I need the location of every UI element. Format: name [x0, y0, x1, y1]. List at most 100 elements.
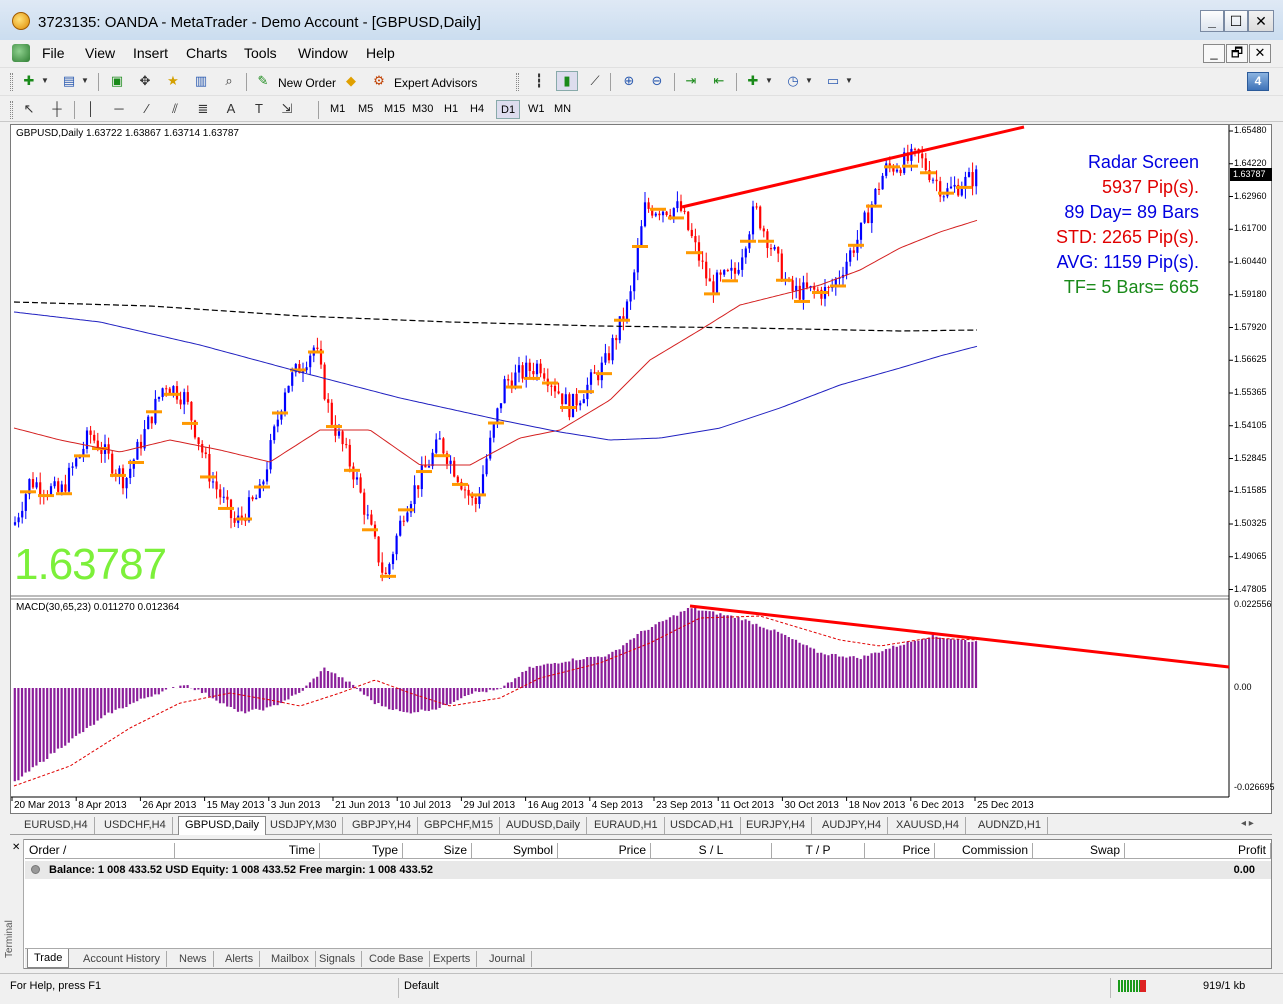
column-header[interactable]: Profit	[1125, 843, 1271, 859]
terminal-tab[interactable]: Journal	[483, 951, 533, 967]
timeframe-m1-button[interactable]: M1	[330, 103, 346, 115]
channel-icon[interactable]: ⫽	[172, 101, 178, 116]
child-restore-button[interactable]: 🗗	[1226, 44, 1248, 63]
chart-tab[interactable]: USDJPY,M30	[264, 817, 344, 834]
timeframe-m15-button[interactable]: M15	[384, 103, 406, 115]
menu-charts[interactable]: Charts	[186, 45, 228, 61]
arrows-icon[interactable]: ⇲	[281, 101, 293, 116]
chart-tab[interactable]: GBPJPY,H4	[346, 817, 419, 834]
timeframe-m30-button[interactable]: M30	[412, 103, 434, 115]
chart-tab[interactable]: AUDUSD,Daily	[500, 817, 587, 834]
column-header[interactable]: T / P	[772, 843, 865, 859]
vertical-line-icon[interactable]: │	[86, 101, 96, 116]
terminal-icon[interactable]: ▥	[194, 73, 208, 88]
terminal-tab[interactable]: Mailbox	[265, 951, 316, 967]
new-order-icon[interactable]: ✎	[257, 73, 269, 88]
dropdown-arrow-icon[interactable]: ▼	[765, 76, 773, 85]
horizontal-line-icon[interactable]: ─	[114, 101, 124, 116]
chart-tab[interactable]: USDCAD,H1	[664, 817, 741, 834]
menu-file[interactable]: File	[42, 45, 65, 61]
data-window-icon[interactable]: ✥	[139, 73, 151, 88]
text-label-icon[interactable]: T	[255, 101, 263, 116]
minimize-button[interactable]: _	[1200, 10, 1224, 32]
dropdown-arrow-icon[interactable]: ▼	[81, 76, 89, 85]
new-order-button[interactable]: New Order	[278, 76, 337, 90]
bar-chart-icon[interactable]: ┇	[535, 73, 543, 88]
timeframe-h1-button[interactable]: H1	[444, 103, 459, 115]
terminal-tab[interactable]: News	[173, 951, 214, 967]
status-profile[interactable]: Default	[404, 980, 439, 992]
column-header[interactable]: Size	[403, 843, 472, 859]
toolbar-grip[interactable]	[10, 73, 13, 91]
column-header[interactable]: Time	[175, 843, 320, 859]
column-header[interactable]: Symbol	[472, 843, 558, 859]
chart-shift-icon[interactable]: ⇤	[713, 73, 725, 88]
zoom-in-icon[interactable]: ⊕	[623, 73, 635, 88]
expert-advisors-icon[interactable]: ⚙	[373, 73, 385, 88]
menu-insert[interactable]: Insert	[133, 45, 169, 61]
timeframe-d1-button[interactable]: D1	[496, 100, 521, 119]
navigator-icon[interactable]: ★	[167, 73, 179, 88]
column-header[interactable]: Price	[558, 843, 651, 859]
chart-tab[interactable]: GBPUSD,Daily	[178, 816, 266, 835]
menu-help[interactable]: Help	[366, 45, 395, 61]
metaeditor-icon[interactable]: ◆	[346, 73, 356, 88]
toolbar-grip[interactable]	[10, 101, 13, 119]
terminal-tab[interactable]: Trade	[27, 949, 70, 968]
terminal-tab[interactable]: Account History	[77, 951, 168, 967]
line-chart-icon[interactable]: ⟋	[590, 73, 600, 88]
terminal-tab[interactable]: Alerts	[219, 951, 261, 967]
column-header[interactable]: Commission	[935, 843, 1033, 859]
chart-tab[interactable]: AUDNZD,H1	[972, 817, 1048, 834]
timeframe-m5-button[interactable]: M5	[358, 103, 374, 115]
trendline-icon[interactable]: ⁄	[145, 101, 149, 116]
menu-view[interactable]: View	[85, 45, 116, 61]
crosshair-icon[interactable]: ┼	[52, 101, 62, 116]
text-tool-icon[interactable]: A	[226, 101, 236, 116]
chart-tab[interactable]: EURJPY,H4	[740, 817, 813, 834]
terminal-tab[interactable]: Code Base	[363, 951, 431, 967]
balance-row[interactable]: Balance: 1 008 433.52 USD Equity: 1 008 …	[25, 861, 1271, 879]
profiles-icon[interactable]: ▤	[62, 73, 76, 88]
chart-tab[interactable]: AUDJPY,H4	[816, 817, 889, 834]
column-header[interactable]: S / L	[651, 843, 772, 859]
column-header[interactable]: Type	[320, 843, 403, 859]
auto-scroll-icon[interactable]: ⇥	[685, 73, 697, 88]
dropdown-arrow-icon[interactable]: ▼	[41, 76, 49, 85]
cursor-icon[interactable]: ↖	[23, 101, 35, 116]
column-header[interactable]: Price	[865, 843, 935, 859]
dropdown-arrow-icon[interactable]: ▼	[805, 76, 813, 85]
timeframe-h4-button[interactable]: H4	[470, 103, 485, 115]
terminal-close-icon[interactable]: ✕	[12, 842, 21, 853]
maximize-button[interactable]: ☐	[1224, 10, 1248, 32]
terminal-tab[interactable]: Signals	[313, 951, 363, 967]
menu-window[interactable]: Window	[298, 45, 348, 61]
child-close-button[interactable]: ✕	[1249, 44, 1271, 63]
timeframe-w1-button[interactable]: W1	[528, 103, 545, 115]
fibonacci-icon[interactable]: ≣	[197, 101, 209, 116]
connection-status-icon[interactable]	[1118, 980, 1140, 992]
periods-clock-icon[interactable]: ◷	[787, 73, 799, 88]
timeframe-mn-button[interactable]: MN	[554, 103, 572, 115]
toolbar-grip[interactable]	[516, 73, 519, 91]
dropdown-arrow-icon[interactable]: ▼	[845, 76, 853, 85]
indicators-icon[interactable]: ✚	[747, 73, 759, 88]
expert-advisors-button[interactable]: Expert Advisors	[394, 76, 478, 90]
market-watch-icon[interactable]: ▣	[110, 73, 124, 88]
chart-tab[interactable]: USDCHF,H4	[98, 817, 173, 834]
templates-icon[interactable]: ▭	[826, 73, 840, 88]
candlestick-chart-icon[interactable]: ▮	[556, 71, 578, 91]
alerts-counter-button[interactable]: 4	[1247, 72, 1269, 91]
zoom-out-icon[interactable]: ⊖	[651, 73, 663, 88]
strategy-tester-icon[interactable]: ⌕	[225, 73, 233, 88]
column-header[interactable]: Order /	[25, 843, 175, 859]
chart-tabs-scroll-arrows[interactable]: ◂ ▸	[1241, 818, 1254, 829]
new-chart-icon[interactable]: ✚	[23, 73, 35, 88]
chart-tab[interactable]: EURUSD,H4	[18, 817, 95, 834]
close-button[interactable]: ✕	[1248, 10, 1274, 32]
column-header[interactable]: Swap	[1033, 843, 1125, 859]
chart-tab[interactable]: XAUUSD,H4	[890, 817, 966, 834]
chart-tab[interactable]: EURAUD,H1	[588, 817, 665, 834]
chart-tab[interactable]: GBPCHF,M15	[418, 817, 501, 834]
